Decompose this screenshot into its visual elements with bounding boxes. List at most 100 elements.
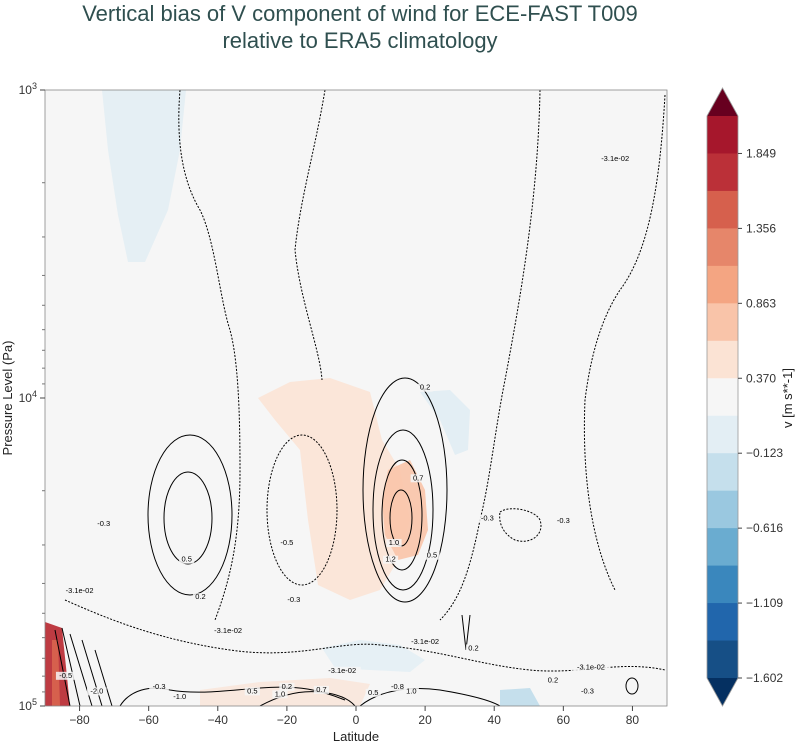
colorbar-bin [707,415,738,454]
contour-label-bg [417,383,433,392]
contour-label: -3.1e-02 [411,637,439,646]
contour-label-bg [323,666,361,675]
contour-ellipse-pos-2 [372,429,434,591]
colorbar-bin [707,490,738,529]
contour-ellipse-outer-left [147,434,233,596]
contour-label: -3.1e-02 [328,666,356,675]
contour-label: -0.8 [391,682,404,691]
contour-label-bg [277,538,297,547]
contour-label-bg [545,676,561,685]
contour-ellipse-pos-1 [362,377,448,603]
colorbar-bin [707,565,738,604]
contour-label-bg [403,687,419,696]
contour-label-bg [169,693,190,702]
colorbar-tick-label: −0.123 [746,446,783,460]
bias-region-surface-blue [322,640,425,672]
colorbar-bin [707,190,738,229]
colorbar-tick-label: −0.616 [746,521,783,535]
contour-small-loop [625,677,639,695]
contour-label: -0.5 [59,671,72,680]
x-tick-label: 40 [488,713,502,727]
x-tick-label: −80 [69,713,90,727]
contour-dashed-a [178,90,241,621]
contour-label-bg [272,690,288,699]
contour-label-bg [553,517,574,526]
contour-label-bg [410,474,426,483]
colorbar-extend-max [707,88,738,116]
contour-label: -0.3 [153,682,166,691]
contour-label: 0.5 [368,688,378,697]
contour-label-bg [179,555,195,564]
contour-label: 0.2 [282,682,292,691]
contour-label: 0.2 [195,592,205,601]
contour-label: 0.2 [468,643,478,652]
contour-label: 0.5 [427,551,437,560]
bias-fields [45,90,540,706]
contour-label-bg [382,555,399,564]
contour-label-bg [365,688,381,697]
colorbar-bin [707,528,738,567]
contour-label: 0.7 [316,685,326,694]
contour-label-bg [596,154,634,163]
contour-label-bg [406,638,444,647]
colorbar-tick-label: 0.863 [746,296,776,310]
contour-label: -0.3 [481,514,494,523]
x-axis-label: Latitude [333,729,379,744]
y-tick-base: 10 [19,699,33,713]
contour-label-bg [192,593,209,602]
bias-region-minor-blue-2 [500,688,540,706]
bias-region-core-red [382,460,428,560]
contour-label-bg [424,551,440,560]
contour-label: 1.0 [275,689,285,698]
contour-label: -0.5 [280,538,293,547]
contour-label: -0.3 [557,516,570,525]
contour-label-bg [87,687,107,696]
contour-label-bg [387,682,408,691]
x-tick-label: 80 [626,713,640,727]
y-tick-exponent: 5 [32,697,37,707]
bias-region-upper-blue [102,90,186,262]
contour-label-bg [313,685,330,694]
colorbar-bin [707,378,738,417]
colorbar-bin [707,303,738,342]
contour-label: 0.5 [247,686,257,695]
colorbar: 1.849 1.356 0.863 0.370 −0.123 −0.616 −1.109 −1… [706,87,783,707]
x-tick-label: −40 [208,713,229,727]
contour-pole-cluster [54,627,113,706]
y-tick-label: 104 [19,389,37,405]
contour-label-bg [60,587,99,596]
contour-label-bg [477,514,498,523]
contour-dashed-c [439,90,541,621]
contour-label: 1.0 [406,686,416,695]
contour-label-bg [55,671,76,680]
y-tick-label: 103 [19,81,37,97]
contour-small-neg [499,508,542,542]
contour-label: 0.7 [413,473,423,482]
contour-dashed-d [583,94,666,591]
colorbar-tick-label: −1.109 [746,596,783,610]
y-tick-base: 10 [19,83,33,97]
y-tick-exponent: 3 [32,81,37,91]
colorbar-tick-label: 1.849 [746,146,776,160]
colorbar-bin [707,116,738,154]
contour-label-bg [572,663,610,672]
contour-label: -3.1e-02 [577,662,605,671]
x-tick-label: −60 [138,713,159,727]
contour-label: -0.3 [97,519,110,528]
contour-label: -0.3 [287,595,300,604]
contour-label: -0.3 [581,686,594,695]
y-tick-label: 105 [19,697,37,713]
contour-dashed-b [294,90,326,381]
contour-ellipse-neg [266,434,338,586]
contour-ellipse-pos-3 [381,459,423,571]
title-line-2: relative to ERA5 climatology [222,28,498,53]
contour-surface-dashed [64,599,666,672]
contour-label-bg [149,682,169,691]
colorbar-bin [707,640,738,679]
contour-surface-1 [119,686,346,706]
colorbar-tick-label: 0.370 [746,371,776,385]
title-line-1: Vertical bias of V component of wind for… [82,1,638,26]
colorbar-bin [707,603,738,642]
